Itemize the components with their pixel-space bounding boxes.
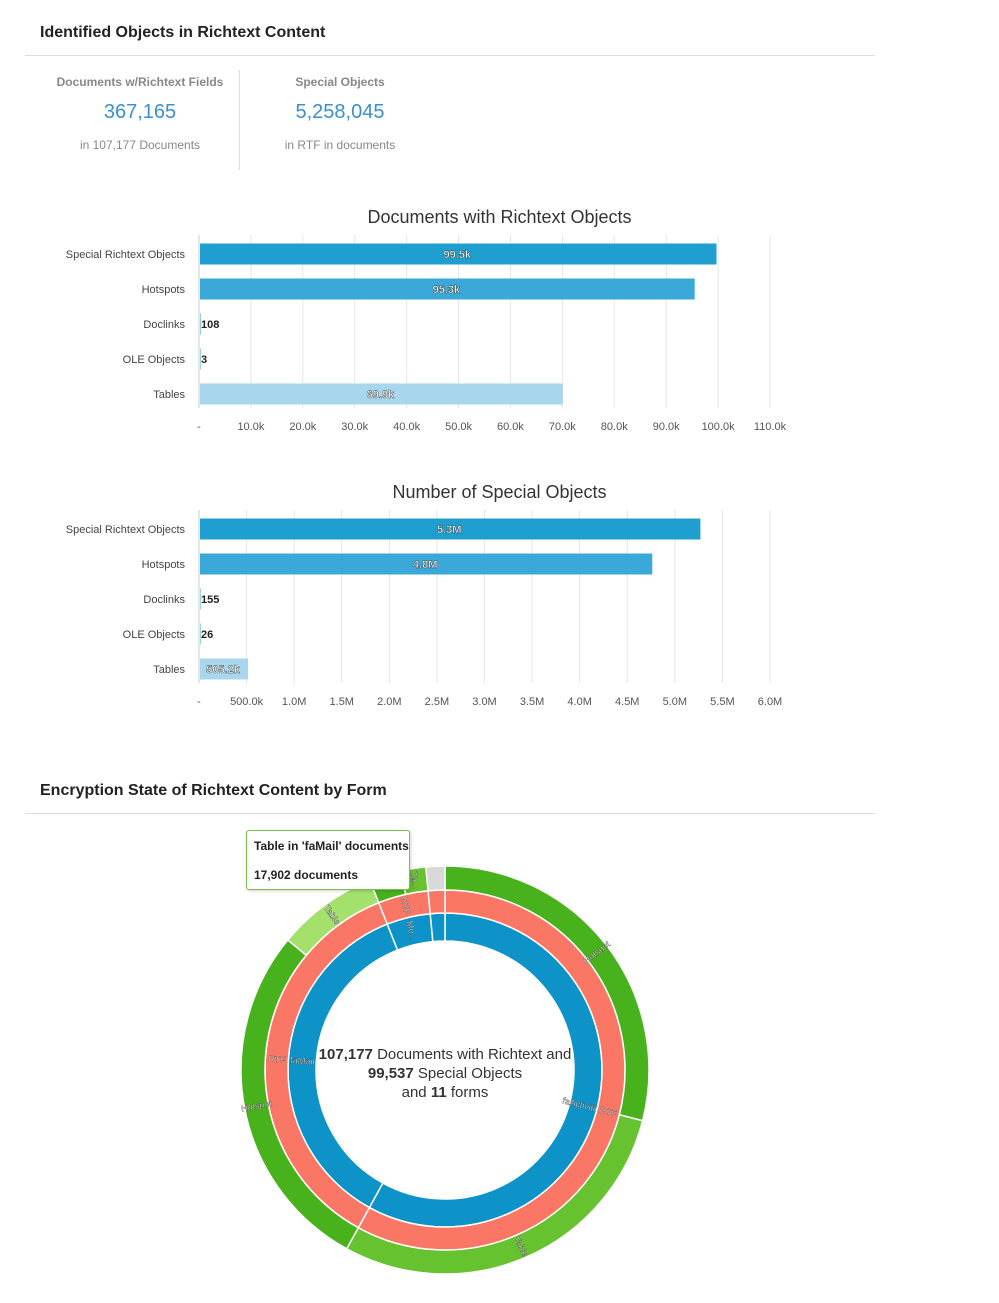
sunburst-segment-label: RTF bbox=[399, 897, 413, 917]
bar bbox=[200, 348, 201, 370]
y-category-label: Hotspots bbox=[142, 284, 186, 296]
x-tick-label: 40.0k bbox=[393, 421, 420, 433]
x-tick-label: 30.0k bbox=[341, 421, 368, 433]
bar-chart-special-objects: - 500.0k 1.0M 1.5M 2.0M 2.5M 3.0M 3.5M 4.0M 4.5M 5… bbox=[66, 510, 782, 708]
bar bbox=[200, 553, 653, 575]
bar bbox=[200, 518, 701, 540]
x-tick-label: 500.0k bbox=[230, 696, 264, 708]
bar-data-label: 69.9k bbox=[367, 389, 395, 401]
x-tick-label: 50.0k bbox=[445, 421, 472, 433]
bar bbox=[200, 623, 201, 645]
center-forms-prefix: and bbox=[401, 1084, 431, 1101]
x-tick-label: 20.0k bbox=[289, 421, 316, 433]
x-tick-label: - bbox=[197, 696, 201, 708]
section-title-encryption-state: Encryption State of Richtext Content by … bbox=[40, 782, 387, 799]
center-objects-count: 99,537 bbox=[367, 1065, 414, 1082]
kpi-label: Documents w/Richtext Fields bbox=[56, 75, 224, 89]
x-tick-label: 4.5M bbox=[615, 696, 639, 708]
center-line-3: and 11 forms bbox=[300, 1083, 590, 1102]
bar-data-label: 26 bbox=[201, 629, 213, 641]
y-category-label: Tables bbox=[153, 664, 185, 676]
kpi-value: 367,165 bbox=[103, 101, 177, 123]
x-tick-label: 1.0M bbox=[282, 696, 306, 708]
section-divider bbox=[25, 813, 875, 814]
bar-data-label: 5.3M bbox=[437, 524, 461, 536]
x-tick-label: 4.0M bbox=[567, 696, 591, 708]
bar-data-label: 3 bbox=[201, 354, 207, 366]
kpi-subtitle: in RTF in documents bbox=[284, 138, 396, 152]
bar bbox=[200, 383, 563, 405]
sunburst-segment bbox=[424, 865, 446, 892]
x-tick-label: 60.0k bbox=[497, 421, 524, 433]
x-tick-label: 10.0k bbox=[237, 421, 264, 433]
x-tick-label: 3.5M bbox=[520, 696, 544, 708]
bar-chart-documents: - 10.0k 20.0k 30.0k 40.0k 50.0k 60.0k 70.0k 80.0… bbox=[66, 235, 787, 433]
bar bbox=[200, 243, 717, 265]
kpi-subtitle: in 107,177 Documents bbox=[79, 138, 201, 152]
x-tick-label: 90.0k bbox=[653, 421, 680, 433]
chart-title-documents: Documents with Richtext Objects bbox=[367, 207, 632, 227]
y-category-label: Doclinks bbox=[143, 319, 185, 331]
bar-data-label: 108 bbox=[201, 319, 219, 331]
x-tick-label: 80.0k bbox=[601, 421, 628, 433]
x-tick-label: 100.0k bbox=[702, 421, 736, 433]
section-title-identified-objects: Identified Objects in Richtext Content bbox=[40, 24, 326, 41]
chart-title-special-objects: Number of Special Objects bbox=[392, 482, 607, 502]
sunburst-center-summary: 107,177 Documents with Richtext and 99,5… bbox=[300, 1045, 590, 1102]
y-category-label: Tables bbox=[153, 389, 185, 401]
sunburst-segment-label: Ta... bbox=[409, 871, 422, 889]
x-tick-label: 2.0M bbox=[377, 696, 401, 708]
bar bbox=[200, 278, 695, 300]
sunburst-segment-label: RTF bbox=[268, 1054, 286, 1065]
section-divider bbox=[25, 55, 875, 56]
center-objects-text: Special Objects bbox=[413, 1065, 523, 1082]
bar bbox=[200, 658, 249, 680]
x-tick-label: 5.5M bbox=[710, 696, 734, 708]
center-forms-text: forms bbox=[446, 1084, 489, 1101]
y-category-label: OLE Objects bbox=[123, 629, 186, 641]
x-tick-label: - bbox=[197, 421, 201, 433]
x-tick-label: 70.0k bbox=[549, 421, 576, 433]
sunburst-segment-label: RTF bbox=[599, 1105, 619, 1119]
kpi-documents-richtext: Documents w/Richtext Fields 367,165 in 1… bbox=[40, 75, 240, 152]
bar bbox=[200, 313, 201, 335]
bar-data-label: 99.5k bbox=[443, 249, 471, 261]
x-tick-label: 1.5M bbox=[330, 696, 354, 708]
sunburst-segment-label: faMail bbox=[290, 1055, 315, 1066]
tooltip-title: Table in 'faMail' documents bbox=[254, 839, 409, 853]
kpi-divider bbox=[239, 70, 240, 170]
sunburst-segment-label: Me... bbox=[404, 920, 418, 942]
y-category-label: Doclinks bbox=[143, 594, 185, 606]
tooltip-value: 17,902 documents bbox=[254, 868, 359, 882]
sunburst-segment bbox=[427, 889, 446, 915]
bar-data-label: 95.3k bbox=[433, 284, 461, 296]
center-forms-count: 11 bbox=[430, 1084, 447, 1101]
bar-data-label: 155 bbox=[201, 594, 219, 606]
bar-data-label: 505.2k bbox=[206, 664, 241, 676]
center-line-1: 107,177 Documents with Richtext and bbox=[300, 1045, 590, 1064]
y-category-label: OLE Objects bbox=[123, 354, 186, 366]
bar bbox=[200, 588, 201, 610]
sunburst-segment bbox=[429, 912, 446, 943]
center-documents-text: Documents with Richtext and bbox=[372, 1046, 572, 1063]
y-category-label: Hotspots bbox=[142, 559, 186, 571]
y-category-label: Special Richtext Objects bbox=[66, 524, 186, 536]
x-tick-label: 3.0M bbox=[472, 696, 496, 708]
center-line-2: 99,537 Special Objects bbox=[300, 1064, 590, 1083]
chart-tooltip: Table in 'faMail' documents 17,902 docum… bbox=[246, 830, 410, 890]
bar-data-label: 4.8M bbox=[413, 559, 437, 571]
x-tick-label: 2.5M bbox=[425, 696, 449, 708]
kpi-special-objects: Special Objects 5,258,045 in RTF in docu… bbox=[240, 75, 440, 152]
kpi-label: Special Objects bbox=[295, 75, 385, 89]
x-tick-label: 5.0M bbox=[663, 696, 687, 708]
x-tick-label: 6.0M bbox=[758, 696, 782, 708]
x-tick-label: 110.0k bbox=[754, 421, 787, 433]
y-category-label: Special Richtext Objects bbox=[66, 249, 186, 261]
kpi-value: 5,258,045 bbox=[295, 101, 385, 123]
center-documents-count: 107,177 bbox=[318, 1046, 373, 1063]
